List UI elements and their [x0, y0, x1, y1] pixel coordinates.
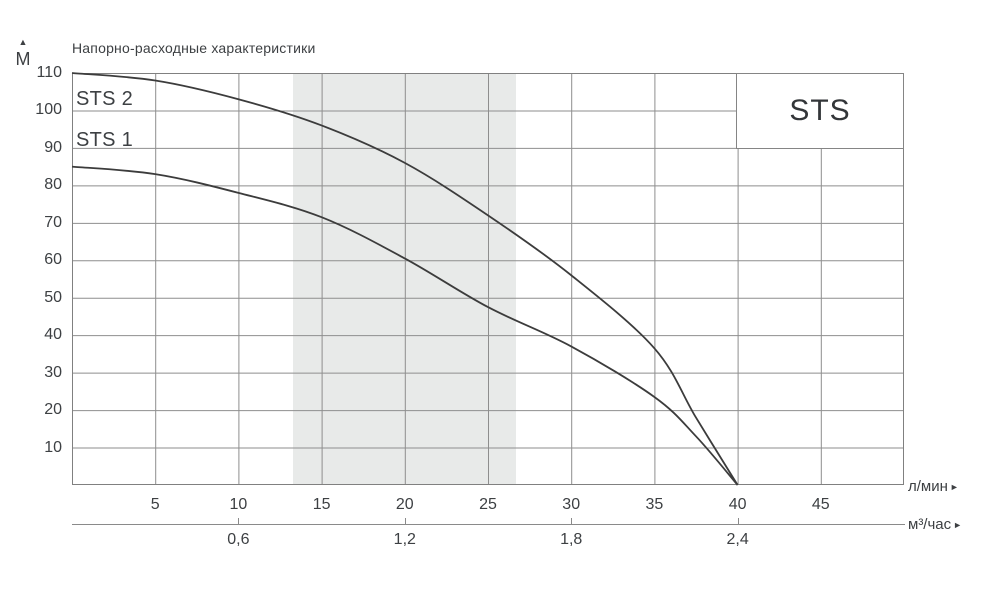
x-axis-unit-m3h-text: м³/час [908, 516, 952, 533]
x-tick-label-m3h: 1,2 [393, 531, 416, 548]
plot-area: STS 2 STS 1 STS [71, 72, 904, 486]
x-axis-arrow-icon-2: ► [953, 520, 963, 530]
operating-band [293, 73, 517, 485]
y-tick-label: 80 [44, 176, 62, 194]
curve-sts-2 [71, 72, 739, 486]
x-tick-label-lmin: 20 [395, 496, 414, 513]
x-tick-label-m3h: 1,8 [560, 531, 583, 548]
chart-title: Напорно-расходные характеристики [72, 40, 316, 56]
y-tick-label: 40 [44, 326, 62, 344]
y-tick-label: 60 [44, 251, 62, 269]
curve-label-sts1: STS 1 [76, 129, 134, 151]
plot-border [72, 73, 904, 485]
m3h-tick-mark [571, 518, 573, 524]
m3h-tick-mark [404, 518, 406, 524]
y-tick-label: 50 [44, 288, 62, 306]
y-axis-unit-block: ▲ М [10, 37, 36, 69]
y-tick-label: 90 [44, 138, 62, 156]
y-axis-unit-label: М [15, 49, 31, 69]
y-tick-label: 10 [44, 438, 62, 456]
x-tick-label-lmin: 5 [150, 496, 160, 513]
x-tick-label-lmin: 30 [562, 496, 581, 513]
y-tick-label: 30 [44, 363, 62, 381]
y-tick-label: 20 [44, 401, 62, 419]
curve-sts-1 [71, 165, 739, 486]
curves [71, 72, 739, 486]
x-tick-label-m3h: 0,6 [227, 531, 250, 548]
y-tick-label: 110 [36, 64, 62, 81]
x-axis-unit-m3h: м³/час ► [908, 516, 962, 533]
series-family-label: STS [789, 94, 851, 127]
x-tick-label-lmin: 45 [811, 496, 830, 513]
x-axis-arrow-icon: ► [949, 482, 959, 492]
y-tick-label: 70 [44, 213, 62, 231]
series-family-box: STS [736, 73, 904, 149]
m3h-tick-mark [737, 518, 739, 524]
x-tick-label-lmin: 40 [728, 496, 747, 513]
m3h-tick-mark [238, 518, 240, 524]
x-tick-label-lmin: 15 [312, 496, 331, 513]
x-tick-label-lmin: 35 [645, 496, 664, 513]
x-axis-unit-lmin-text: л/мин [908, 478, 948, 495]
y-tick-label: 100 [35, 101, 62, 119]
x-tick-label-m3h: 2,4 [726, 531, 749, 548]
y-axis-arrow-icon: ▲ [18, 37, 28, 47]
secondary-axis-line [72, 524, 905, 525]
curve-label-sts2: STS 2 [76, 88, 134, 110]
x-tick-label-lmin: 10 [229, 496, 248, 513]
x-axis-unit-lmin: л/мин ► [908, 478, 959, 495]
x-tick-label-lmin: 25 [479, 496, 497, 513]
